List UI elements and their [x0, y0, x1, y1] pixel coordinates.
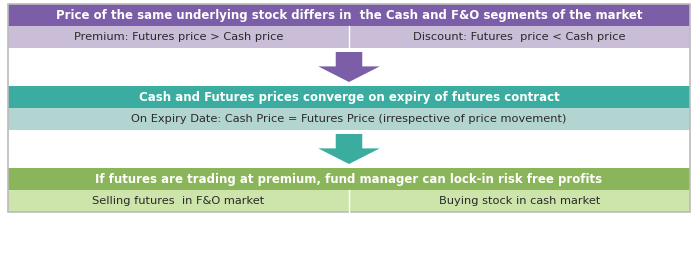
Bar — [8, 168, 690, 190]
Text: Buying stock in cash market: Buying stock in cash market — [439, 196, 600, 206]
Bar — [8, 4, 690, 26]
Bar — [8, 26, 690, 48]
Bar — [8, 86, 690, 108]
Text: Cash and Futures prices converge on expiry of futures contract: Cash and Futures prices converge on expi… — [139, 90, 559, 103]
Polygon shape — [318, 134, 380, 164]
Bar — [8, 4, 690, 212]
Bar — [8, 108, 690, 130]
Text: Selling futures  in F&O market: Selling futures in F&O market — [92, 196, 265, 206]
Text: If futures are trading at premium, fund manager can lock-in risk free profits: If futures are trading at premium, fund … — [96, 172, 602, 185]
Text: Premium: Futures price > Cash price: Premium: Futures price > Cash price — [74, 32, 283, 42]
Text: Price of the same underlying stock differs in  the Cash and F&O segments of the : Price of the same underlying stock diffe… — [56, 9, 642, 22]
Polygon shape — [318, 52, 380, 82]
Text: Discount: Futures  price < Cash price: Discount: Futures price < Cash price — [413, 32, 625, 42]
Bar — [8, 190, 690, 212]
Text: On Expiry Date: Cash Price = Futures Price (irrespective of price movement): On Expiry Date: Cash Price = Futures Pri… — [131, 114, 567, 124]
